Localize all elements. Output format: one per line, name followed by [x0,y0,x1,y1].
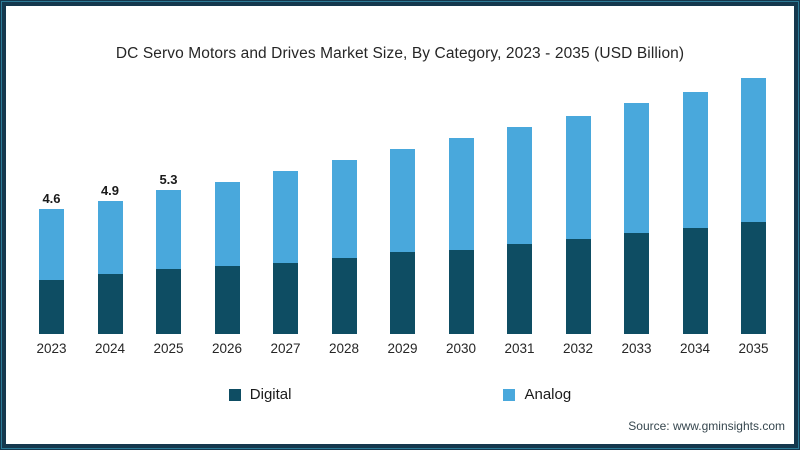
bar-total-label: 5.3 [159,171,178,187]
legend-swatch-analog [503,388,516,401]
bar-stack-2031 [507,70,532,334]
bar-stack-2027 [273,70,298,334]
legend-item-analog: Analog [503,386,571,403]
bar-segment-analog [39,208,64,280]
x-axis-label: 2035 [738,341,769,356]
bar-stack-2032 [565,70,591,334]
bar-group-2035: 2035 [738,70,769,356]
bar-segment-digital [214,266,240,334]
bar-group-2034: 2034 [679,70,711,356]
bar-group-2026: 2026 [211,70,243,356]
bar-segment-digital [448,249,474,334]
bar-stack-2030 [448,70,474,334]
chart-title: DC Servo Motors and Drives Market Size, … [115,45,685,62]
x-axis-label: 2030 [445,341,477,356]
bar-segment-digital [565,238,591,334]
chart-canvas: DC Servo Motors and Drives Market Size, … [6,6,794,444]
bar-segment-digital [741,222,766,334]
bar-chart-plot: 4.6 2023 4.9 2024 5.3 2025 2026 2027 2028 2029 203… [36,70,769,356]
bar-stack-2023: 4.6 [39,70,64,334]
bar-segment-analog [682,91,708,228]
bar-segment-digital [273,263,298,334]
source-text: Source: www.gminsights.com [628,419,785,433]
bar-segment-analog [507,127,532,245]
bar-segment-analog [156,189,181,269]
bar-group-2027: 2027 [270,70,301,356]
bar-segment-analog [273,170,298,264]
bar-segment-analog [97,200,123,275]
x-axis-label: 2023 [36,341,67,356]
x-axis-label: 2032 [562,341,594,356]
chart-legend: Digital Analog [6,386,794,403]
x-axis-label: 2028 [328,341,360,356]
bar-stack-2033 [624,70,649,334]
bar-group-2033: 2033 [621,70,652,356]
x-axis-label: 2031 [504,341,535,356]
bar-group-2032: 2032 [562,70,594,356]
bar-segment-digital [97,274,123,334]
bar-segment-analog [390,149,415,253]
bar-total-label: 4.9 [100,182,120,198]
bar-group-2031: 2031 [504,70,535,356]
bar-stack-2034 [682,70,708,334]
x-axis-label: 2024 [94,341,126,356]
x-axis-label: 2034 [679,341,711,356]
bar-group-2029: 2029 [387,70,418,356]
bar-stack-2029 [390,70,415,334]
bar-segment-digital [507,244,532,334]
bar-group-2030: 2030 [445,70,477,356]
bar-segment-digital [682,227,708,334]
bar-segment-analog [624,102,649,234]
bar-segment-digital [156,268,181,334]
x-axis-label: 2029 [387,341,418,356]
legend-label: Analog [524,386,572,403]
bar-stack-2026 [214,70,240,334]
bar-group-2028: 2028 [328,70,360,356]
legend-label: Digital [249,386,292,403]
bar-segment-analog [331,159,357,258]
legend-item-digital: Digital [228,386,292,403]
bar-group-2024: 4.9 2024 [94,70,126,356]
bar-segment-analog [565,116,591,239]
x-axis-label: 2026 [211,341,243,356]
bar-segment-analog [448,138,474,250]
x-axis-label: 2027 [270,341,301,356]
bar-stack-2024: 4.9 [97,70,123,334]
bar-segment-digital [624,233,649,334]
bar-group-2023: 4.6 2023 [36,70,67,356]
bar-group-2025: 5.3 2025 [153,70,184,356]
legend-swatch-digital [228,388,241,401]
bar-segment-digital [390,252,415,334]
x-axis-label: 2033 [621,341,652,356]
bar-segment-analog [741,78,766,223]
bar-stack-2025: 5.3 [156,70,181,334]
bar-stack-2028 [331,70,357,334]
bar-segment-digital [39,279,64,334]
bar-stack-2035 [741,70,766,334]
bar-total-label: 4.6 [42,190,61,206]
x-axis-label: 2025 [153,341,184,356]
bar-segment-digital [331,257,357,334]
bar-segment-analog [214,181,240,266]
